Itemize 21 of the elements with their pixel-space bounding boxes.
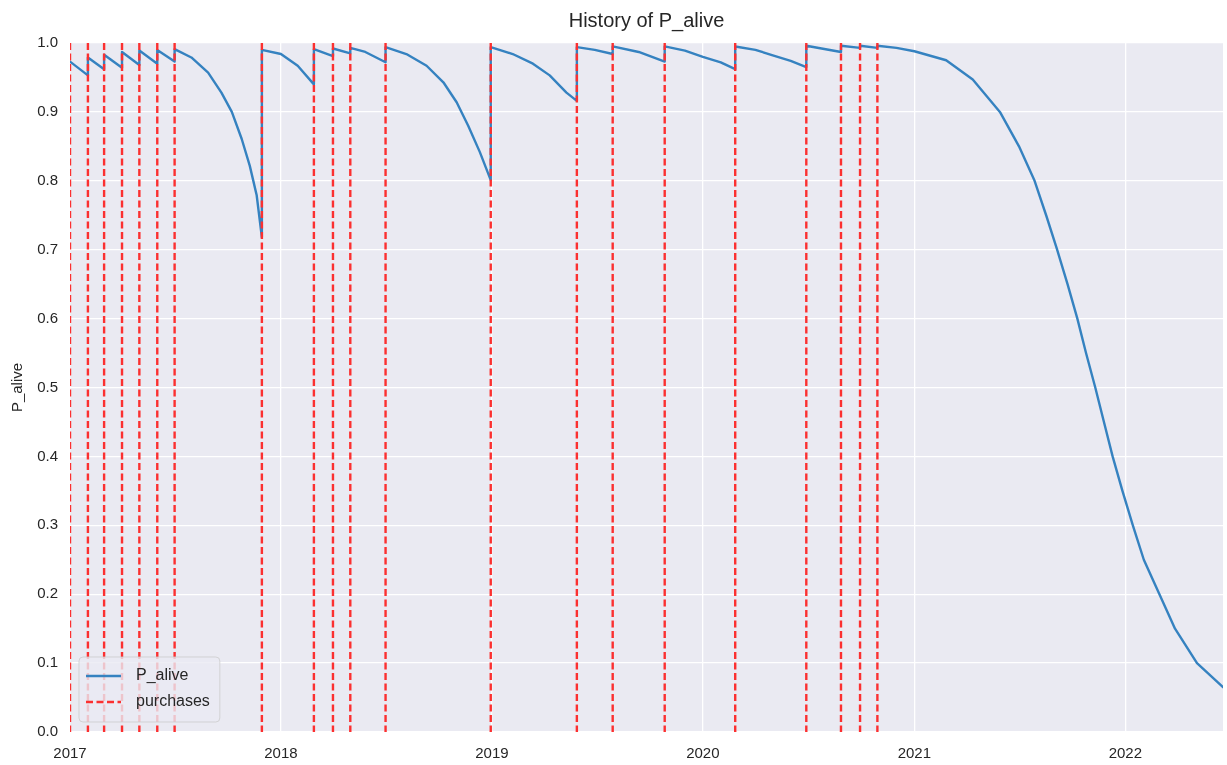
y-tick-label: 0.3 — [37, 515, 58, 533]
x-tick-label: 2017 — [53, 744, 87, 762]
y-tick-label: 0.5 — [37, 377, 58, 395]
y-tick-label: 1.0 — [37, 33, 58, 51]
x-tick-label: 2021 — [897, 744, 932, 762]
chart-title: History of P_alive — [568, 8, 725, 32]
y-tick-label: 0.6 — [37, 308, 58, 326]
y-tick-label: 0.2 — [37, 584, 58, 602]
x-tick-label: 2022 — [1108, 744, 1143, 762]
y-tick-label: 0.7 — [37, 239, 58, 257]
y-tick-label: 0.1 — [37, 653, 58, 671]
x-tick-label: 2019 — [475, 744, 509, 762]
y-tick-label: 0.0 — [37, 722, 58, 740]
x-tick-label: 2018 — [264, 744, 298, 762]
ref-line-label: purchases — [136, 692, 210, 710]
y-axis-title: P_alive — [8, 362, 26, 413]
y-tick-label: 0.9 — [37, 102, 58, 120]
legend-label: P_alive — [136, 666, 189, 685]
y-tick-label: 0.8 — [37, 170, 58, 188]
y-tick-label: 0.4 — [37, 446, 58, 464]
x-tick-label: 2020 — [686, 744, 720, 762]
